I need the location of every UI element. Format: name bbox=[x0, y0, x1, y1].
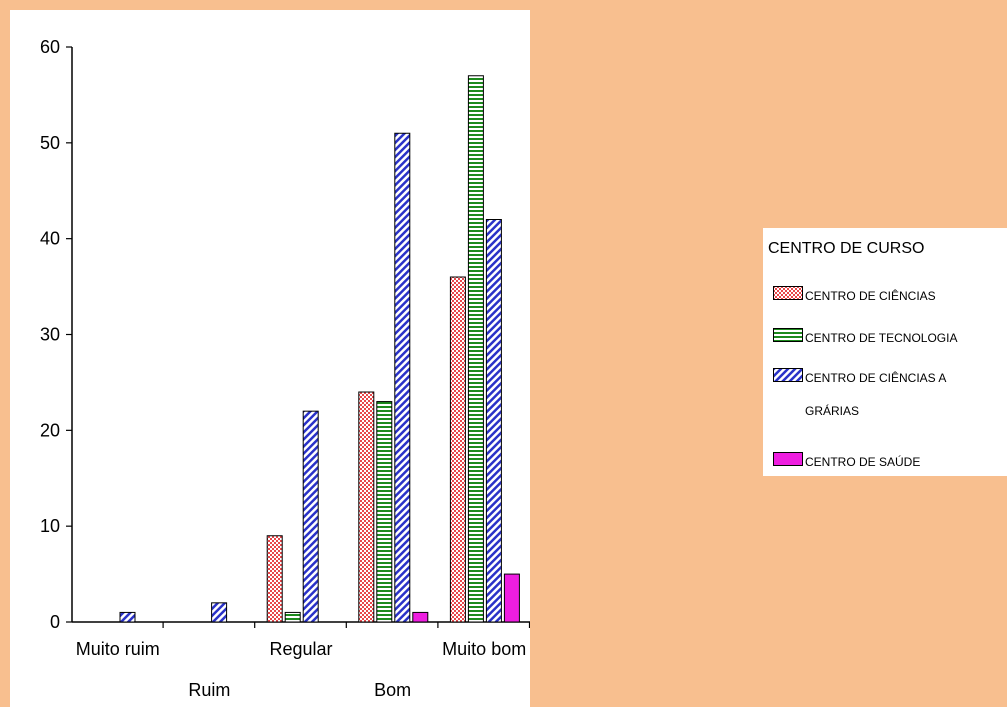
legend-title: CENTRO DE CURSO bbox=[768, 240, 925, 257]
legend-label: CENTRO DE CIÊNCIAS bbox=[805, 289, 936, 303]
chart-tick-labels: 0 10 20 30 40 50 60 bbox=[40, 37, 530, 632]
chart-panel: 0 10 20 30 40 50 60 Muito ruim Ruim Regular Bom Mu… bbox=[10, 10, 530, 707]
bar bbox=[376, 401, 393, 623]
y-tick-label: 30 bbox=[40, 325, 60, 345]
legend-label: CENTRO DE TECNOLOGIA bbox=[805, 331, 958, 345]
chart-bars bbox=[119, 75, 520, 623]
bar bbox=[503, 573, 520, 623]
bar bbox=[358, 391, 375, 623]
chart-legend: CENTRO DE CURSO CENTRO DE CIÊNCIAS CENTR… bbox=[763, 228, 1007, 476]
y-tick-label: 40 bbox=[40, 229, 60, 249]
bar bbox=[394, 132, 411, 623]
bar bbox=[119, 611, 136, 623]
x-category-label: Muito bom bbox=[442, 639, 526, 659]
x-category-label: Regular bbox=[269, 639, 332, 659]
y-tick-label: 0 bbox=[50, 612, 60, 632]
bar bbox=[485, 219, 502, 623]
x-category-label: Ruim bbox=[188, 680, 230, 700]
bar bbox=[412, 611, 429, 623]
legend-label: CENTRO DE CIÊNCIAS A bbox=[805, 371, 947, 385]
bar bbox=[266, 535, 283, 623]
y-tick-label: 60 bbox=[40, 37, 60, 57]
legend-label: GRÁRIAS bbox=[805, 404, 860, 418]
y-tick-label: 50 bbox=[40, 133, 60, 153]
legend-swatch-checker bbox=[773, 286, 803, 300]
legend-swatch-diagonal bbox=[773, 368, 803, 382]
x-category-label: Bom bbox=[374, 680, 411, 700]
x-category-label: Muito ruim bbox=[76, 639, 160, 659]
y-tick-label: 20 bbox=[40, 420, 60, 440]
bar bbox=[467, 75, 484, 623]
bar bbox=[449, 276, 466, 623]
bar bbox=[302, 410, 319, 623]
bar bbox=[284, 611, 301, 623]
legend-swatch-solid bbox=[773, 452, 803, 466]
legend-label: CENTRO DE SAÚDE bbox=[805, 455, 921, 469]
legend-item-continuation: GRÁRIAS bbox=[805, 404, 859, 418]
legend-swatch-horizontal bbox=[773, 328, 803, 342]
y-tick-label: 10 bbox=[40, 516, 60, 536]
bar bbox=[211, 602, 228, 623]
chart-category-labels: Muito ruim Ruim Regular Bom Muito bom bbox=[76, 639, 526, 700]
